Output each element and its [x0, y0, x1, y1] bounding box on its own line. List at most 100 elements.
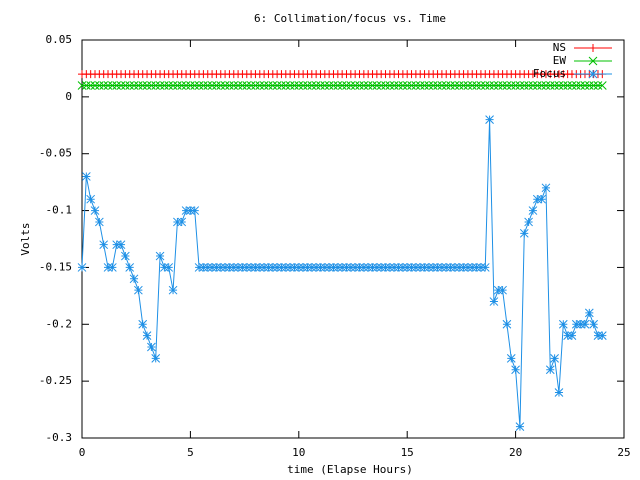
data-point: [77, 263, 87, 272]
data-point: [333, 81, 343, 90]
data-point: [190, 206, 200, 215]
data-point: [480, 263, 490, 272]
data-point: [168, 81, 178, 90]
data-point: [242, 263, 252, 272]
data-point: [255, 81, 265, 90]
data-point: [181, 206, 191, 215]
data-point: [524, 217, 533, 227]
data-point: [125, 263, 135, 272]
data-point: [550, 81, 559, 90]
data-point: [151, 354, 161, 363]
data-point: [186, 206, 195, 215]
data-point: [350, 81, 360, 90]
chart-title: 6: Collimation/focus vs. Time: [254, 12, 446, 25]
data-point: [337, 81, 347, 90]
data-point: [194, 81, 204, 90]
data-point: [554, 81, 564, 90]
data-point: [545, 365, 555, 375]
data-point: [320, 81, 330, 90]
data-point: [446, 81, 455, 90]
data-point: [589, 81, 599, 90]
legend-label: NS: [553, 41, 566, 54]
legend-marker: [588, 56, 598, 66]
data-point: [446, 263, 455, 272]
y-tick-label: -0.2: [46, 317, 73, 330]
data-point: [589, 319, 599, 329]
data-point: [216, 81, 226, 90]
data-point: [372, 263, 382, 272]
data-point: [207, 263, 217, 272]
data-point: [385, 263, 395, 272]
data-point: [537, 194, 546, 204]
data-point: [216, 263, 226, 272]
data-point: [342, 263, 351, 272]
data-point: [571, 319, 581, 329]
x-tick-label: 5: [187, 446, 194, 459]
data-point: [203, 263, 213, 272]
data-point: [489, 297, 499, 306]
data-point: [333, 263, 343, 272]
y-tick-label: 0.05: [46, 33, 73, 46]
data-point: [107, 81, 117, 90]
data-point: [194, 263, 204, 272]
data-point: [558, 319, 568, 329]
data-point: [264, 263, 273, 272]
data-point: [459, 263, 468, 272]
data-point: [186, 81, 195, 90]
data-point: [134, 81, 143, 90]
data-point: [389, 263, 399, 272]
data-point: [290, 263, 299, 272]
data-point: [398, 263, 408, 272]
data-point: [346, 263, 356, 272]
data-point: [307, 263, 317, 272]
data-point: [81, 81, 91, 90]
data-point: [203, 81, 213, 90]
data-point: [242, 81, 252, 90]
data-point: [385, 81, 395, 90]
data-point: [441, 263, 451, 272]
data-point: [329, 263, 338, 272]
data-point: [199, 263, 208, 272]
data-point: [86, 194, 96, 204]
data-point: [463, 81, 473, 90]
data-point: [402, 81, 412, 90]
data-point: [164, 81, 174, 90]
data-point: [129, 81, 139, 90]
data-point: [77, 81, 87, 90]
data-point: [294, 263, 304, 272]
data-point: [459, 81, 468, 90]
data-point: [576, 81, 585, 90]
data-point: [437, 81, 447, 90]
data-point: [476, 81, 486, 90]
data-point: [177, 81, 187, 90]
legend-label: EW: [553, 54, 567, 67]
data-point: [476, 263, 486, 272]
data-point: [467, 81, 477, 90]
data-point: [415, 263, 425, 272]
data-point: [107, 263, 117, 272]
data-point: [511, 365, 520, 375]
data-point: [372, 81, 382, 90]
data-point: [173, 81, 182, 90]
legend-marker: [589, 44, 597, 52]
data-point: [272, 263, 282, 272]
data-point: [268, 81, 278, 90]
data-point: [233, 81, 243, 90]
x-tick-label: 25: [617, 446, 630, 459]
data-point: [532, 194, 542, 204]
data-point: [99, 240, 109, 250]
data-point: [502, 81, 512, 90]
data-point: [485, 81, 494, 90]
data-point: [121, 251, 130, 261]
data-point: [537, 81, 546, 90]
data-point: [116, 81, 126, 90]
data-point: [86, 81, 96, 90]
data-point: [229, 81, 239, 90]
data-point: [402, 263, 412, 272]
data-point: [311, 81, 321, 90]
data-point: [316, 81, 325, 90]
data-point: [450, 263, 460, 272]
x-axis-label: time (Elapse Hours): [287, 463, 413, 476]
data-point: [363, 263, 373, 272]
